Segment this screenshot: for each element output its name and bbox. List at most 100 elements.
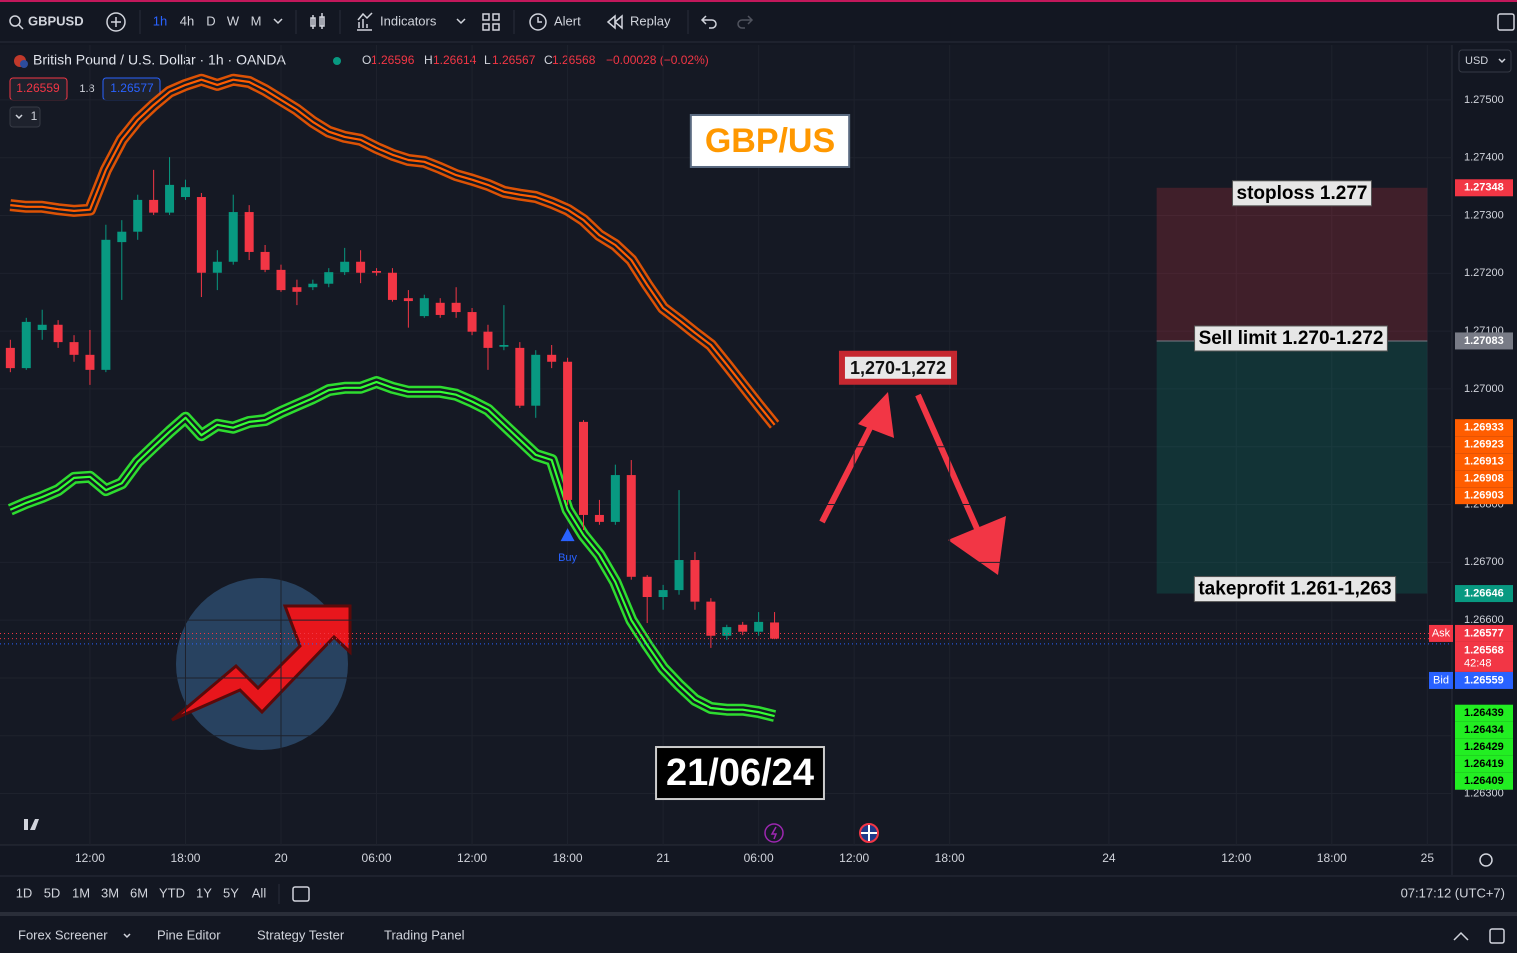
replay-button[interactable]: Replay bbox=[630, 13, 671, 28]
y-tick-label: 1.26600 bbox=[1464, 614, 1504, 626]
candle-body bbox=[403, 298, 413, 302]
panel-tab[interactable]: Trading Panel bbox=[384, 927, 465, 942]
price-label-box bbox=[1455, 585, 1513, 603]
candle-body bbox=[642, 576, 652, 598]
countdown: 42:48 bbox=[1464, 657, 1492, 669]
price-label-box bbox=[1455, 704, 1513, 722]
signal-label: Buy bbox=[558, 552, 577, 564]
candle-body bbox=[212, 261, 222, 273]
candle-body bbox=[674, 560, 684, 591]
indicators-toggle[interactable] bbox=[9, 106, 41, 128]
range[interactable]: 1D bbox=[16, 885, 33, 900]
interval[interactable]: 4h bbox=[180, 13, 194, 28]
candle-body bbox=[690, 560, 700, 602]
candle-body bbox=[276, 269, 286, 291]
add-symbol[interactable] bbox=[106, 12, 126, 32]
range[interactable]: 5Y bbox=[223, 885, 239, 900]
candle-body bbox=[21, 321, 31, 369]
replay-icon[interactable] bbox=[606, 14, 623, 30]
range[interactable]: 1M bbox=[72, 885, 90, 900]
candle-body bbox=[754, 621, 764, 632]
range[interactable]: 6M bbox=[130, 885, 148, 900]
range[interactable]: All bbox=[252, 885, 267, 900]
price-label: 1.26419 bbox=[1464, 758, 1504, 770]
sell-price[interactable]: 1.26559 bbox=[16, 81, 60, 95]
symbol[interactable]: GBPUSD bbox=[28, 13, 84, 28]
candle-body bbox=[451, 302, 461, 313]
range[interactable]: YTD bbox=[159, 885, 185, 900]
candle-body bbox=[53, 324, 63, 343]
candle-body bbox=[563, 361, 573, 500]
interval[interactable]: W bbox=[227, 13, 240, 28]
panel-tab[interactable]: Forex Screener bbox=[18, 927, 108, 942]
candle-body bbox=[515, 347, 525, 406]
search-icon[interactable] bbox=[9, 15, 21, 27]
settings[interactable] bbox=[1479, 853, 1493, 867]
fullscreen[interactable] bbox=[1497, 13, 1515, 31]
interval[interactable]: D bbox=[206, 13, 215, 28]
range[interactable]: 3M bbox=[101, 885, 119, 900]
x-tick-label: 12:00 bbox=[1221, 851, 1251, 865]
goto-date[interactable] bbox=[292, 886, 310, 902]
x-tick-label: 25 bbox=[1421, 851, 1435, 865]
panel-tab[interactable]: Strategy Tester bbox=[257, 927, 345, 942]
candle-body bbox=[658, 590, 668, 598]
position-label-box bbox=[1232, 180, 1372, 207]
panel-tab[interactable]: Pine Editor bbox=[157, 927, 221, 942]
annotation-box bbox=[838, 350, 958, 385]
y-tick-label: 1.27500 bbox=[1464, 94, 1504, 106]
price-label: 1.26913 bbox=[1464, 456, 1504, 468]
candle-body bbox=[356, 261, 366, 273]
y-tick-label: 1.27200 bbox=[1464, 267, 1504, 279]
price-label-box bbox=[1455, 755, 1513, 773]
y-tick-label: 1.27400 bbox=[1464, 152, 1504, 164]
band-line bbox=[10, 78, 776, 426]
currency[interactable]: USD bbox=[1465, 55, 1488, 67]
indicators-button[interactable]: Indicators bbox=[380, 13, 437, 28]
indicators-menu[interactable] bbox=[456, 18, 466, 25]
position-label: Sell limit 1.270-1.272 bbox=[1199, 328, 1384, 349]
range[interactable]: 5D bbox=[44, 885, 61, 900]
indicators-icon[interactable] bbox=[357, 12, 373, 31]
position-label: stoploss 1.277 bbox=[1237, 183, 1368, 204]
x-tick-label: 12:00 bbox=[457, 851, 487, 865]
buy-price[interactable]: 1.26577 bbox=[110, 81, 154, 95]
layouts[interactable] bbox=[482, 13, 500, 31]
event-icon bbox=[770, 826, 778, 840]
candle-body bbox=[467, 312, 477, 332]
price-label: 1.27348 bbox=[1464, 182, 1504, 194]
panel-bar bbox=[0, 914, 1517, 953]
price-label: 1.27083 bbox=[1464, 335, 1504, 347]
top-border bbox=[0, 0, 1517, 2]
redo[interactable] bbox=[737, 15, 754, 29]
spread: 1.8 bbox=[79, 83, 94, 95]
interval[interactable]: M bbox=[251, 13, 262, 28]
ohlc-key: C bbox=[544, 53, 553, 67]
clock[interactable]: 07:17:12 (UTC+7) bbox=[1401, 885, 1505, 900]
range[interactable]: 1Y bbox=[196, 885, 212, 900]
panel-expand[interactable] bbox=[1453, 931, 1469, 941]
ohlc-change: −0.00028 (−0.02%) bbox=[606, 53, 709, 67]
event-icon[interactable] bbox=[764, 823, 784, 843]
price-label: 1.26908 bbox=[1464, 473, 1504, 485]
signal-marker bbox=[560, 528, 575, 542]
alert-icon[interactable] bbox=[529, 13, 547, 31]
candle-body bbox=[435, 302, 445, 315]
interval[interactable]: 1h bbox=[153, 13, 167, 28]
ohlc-key: L bbox=[484, 53, 491, 67]
interval-menu[interactable] bbox=[273, 18, 283, 25]
undo[interactable] bbox=[700, 15, 717, 29]
panel-maximize[interactable] bbox=[1489, 928, 1505, 944]
symbol-flag bbox=[20, 60, 28, 68]
alert-icon bbox=[537, 17, 542, 23]
candle-body bbox=[770, 622, 780, 639]
alert-button[interactable]: Alert bbox=[554, 13, 581, 28]
logo-arrow bbox=[171, 604, 352, 722]
price-label-box bbox=[1455, 179, 1513, 197]
chart-type[interactable] bbox=[310, 13, 325, 29]
currency-button[interactable] bbox=[1458, 49, 1512, 73]
ohlc-value: 1.26568 bbox=[552, 53, 596, 67]
panel-tab-menu[interactable] bbox=[123, 933, 131, 939]
